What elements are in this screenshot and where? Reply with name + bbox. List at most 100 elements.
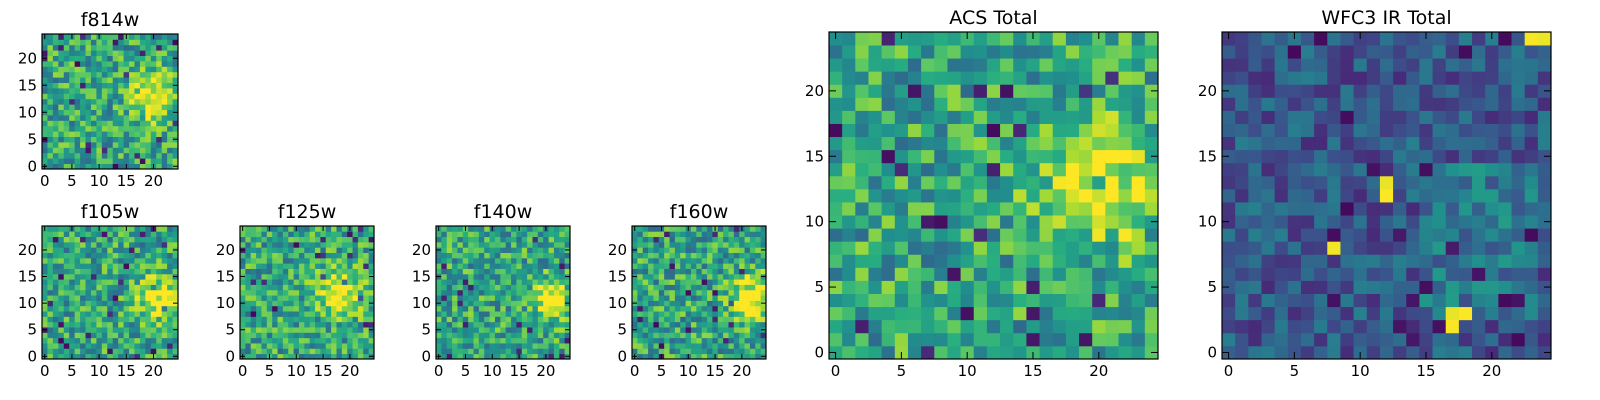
heatmap-cell [74,273,81,280]
heatmap-cell [947,84,961,98]
heatmap-cell [90,284,97,291]
heatmap-cell [150,93,157,100]
heatmap-cell [118,44,124,51]
heatmap-cell [516,236,523,243]
heatmap-cell [527,311,533,317]
heatmap-cell [245,316,252,323]
heatmap-cell [1379,123,1394,138]
heatmap-cell [658,241,665,248]
heatmap-cell [696,263,703,269]
heatmap-cell [441,231,448,238]
heatmap-cell [96,125,103,132]
heatmap-cell [947,45,961,59]
heatmap-cell [637,343,644,349]
heatmap-cell [90,231,97,238]
heatmap-cell [468,241,474,248]
heatmap-cell [642,252,649,259]
heatmap-cell [707,257,713,264]
heatmap-cell [47,98,54,105]
heatmap-cell [728,332,735,339]
heatmap-cell [855,58,869,72]
heatmap-cell [934,332,948,347]
heatmap-cell [112,279,119,285]
heatmap-cell [58,109,65,116]
heatmap-cell [749,321,756,328]
heatmap-cell [150,136,157,143]
heatmap-cell [1079,84,1093,98]
heatmap-cell [69,88,76,94]
heatmap-cell [446,321,453,328]
heatmap-cell [669,279,676,285]
heatmap-cell [1314,97,1328,111]
heatmap-cell [304,343,311,349]
heatmap-cell [150,327,157,333]
heatmap-cell [107,300,114,307]
heatmap-cell [96,289,103,296]
heatmap-cell [669,247,676,253]
heatmap-cell [293,305,300,312]
heatmap-cell [134,343,141,349]
heatmap-cell [1327,175,1341,190]
heatmap-cell [90,311,97,317]
heatmap-cell [723,226,729,232]
heatmap-cell [282,332,289,339]
heatmap-cell [739,321,745,328]
heatmap-cell [47,50,54,56]
heatmap-cell [760,305,767,312]
y-tick-label: 20 [1198,82,1217,100]
heatmap-cell [167,257,173,264]
heatmap-cell [112,273,119,280]
heatmap-cell [1300,293,1315,308]
heatmap-cell [52,34,59,40]
heatmap-cell [134,34,141,40]
heatmap-cell [1079,123,1093,138]
heatmap-cell [559,273,566,280]
heatmap-cell [58,257,65,264]
heatmap-cell [85,158,92,164]
heatmap-cell [894,306,909,321]
heatmap-cell [1524,241,1539,255]
heatmap-cell [484,263,490,269]
heatmap-cell [288,257,294,264]
heatmap-cell [1065,306,1080,321]
heatmap-cell [172,316,179,323]
heatmap-cell [52,311,59,317]
heatmap-cell [167,226,173,232]
heatmap-cell [112,158,119,164]
heatmap-cell [282,273,289,280]
heatmap-cell [96,109,103,116]
heatmap-cell [717,263,724,269]
heatmap-cell [1327,123,1341,138]
heatmap-cell [101,61,108,67]
heatmap-cell [74,231,81,238]
heatmap-cell [74,300,81,307]
heatmap-cell [723,327,729,333]
heatmap-cell [90,348,97,355]
heatmap-cell [368,252,375,259]
heatmap-cell [907,84,922,98]
heatmap-cell [749,327,756,333]
heatmap-cell [52,39,59,46]
heatmap-cell [298,273,305,280]
heatmap-cell [1248,162,1262,177]
heatmap-cell [669,241,676,248]
heatmap-cell [1039,254,1054,268]
heatmap-cell [90,163,97,170]
heatmap-cell [90,305,97,312]
heatmap-cell [277,321,284,328]
heatmap-cell [658,257,665,264]
heatmap-cell [842,162,856,177]
heatmap-cell [1026,241,1040,255]
heatmap-cell [744,252,751,259]
y-tick-label: 10 [18,103,37,121]
heatmap-cell [167,34,173,40]
heatmap-cell [341,343,348,349]
heatmap-cell [352,289,359,296]
heatmap-cell [112,263,119,269]
heatmap-cell [1274,241,1289,255]
heatmap-cell [293,231,300,238]
heatmap-cell [516,247,523,253]
heatmap-cell [134,82,141,89]
heatmap-cell [1458,149,1473,164]
